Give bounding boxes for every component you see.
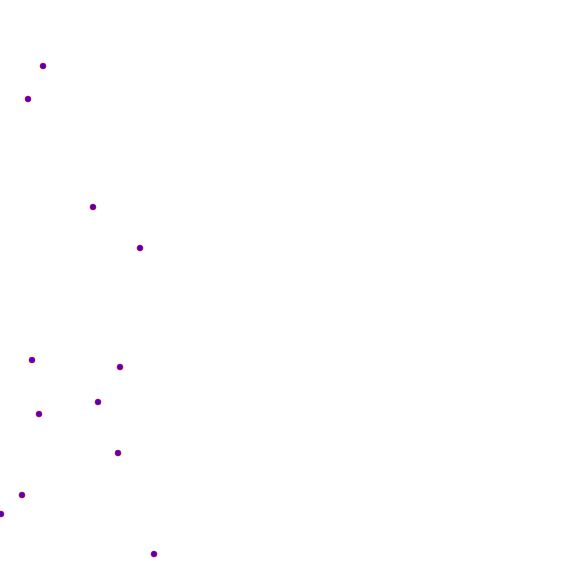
scatter-point-11[interactable]	[0, 510, 5, 518]
scatter-point-12[interactable]	[150, 550, 158, 558]
scatter-point-4[interactable]	[136, 244, 144, 252]
scatter-point-2[interactable]	[24, 95, 32, 103]
scatter-point-8[interactable]	[35, 410, 43, 418]
scatter-point-1[interactable]	[39, 62, 47, 70]
scatter-point-7[interactable]	[94, 398, 102, 406]
scatter-point-6[interactable]	[116, 363, 124, 371]
scatter-point-9[interactable]	[114, 449, 122, 457]
scatter-point-5[interactable]	[28, 356, 36, 364]
points-layer	[0, 62, 158, 558]
scatter-point-3[interactable]	[89, 203, 97, 211]
scatter-point-10[interactable]	[18, 491, 26, 499]
